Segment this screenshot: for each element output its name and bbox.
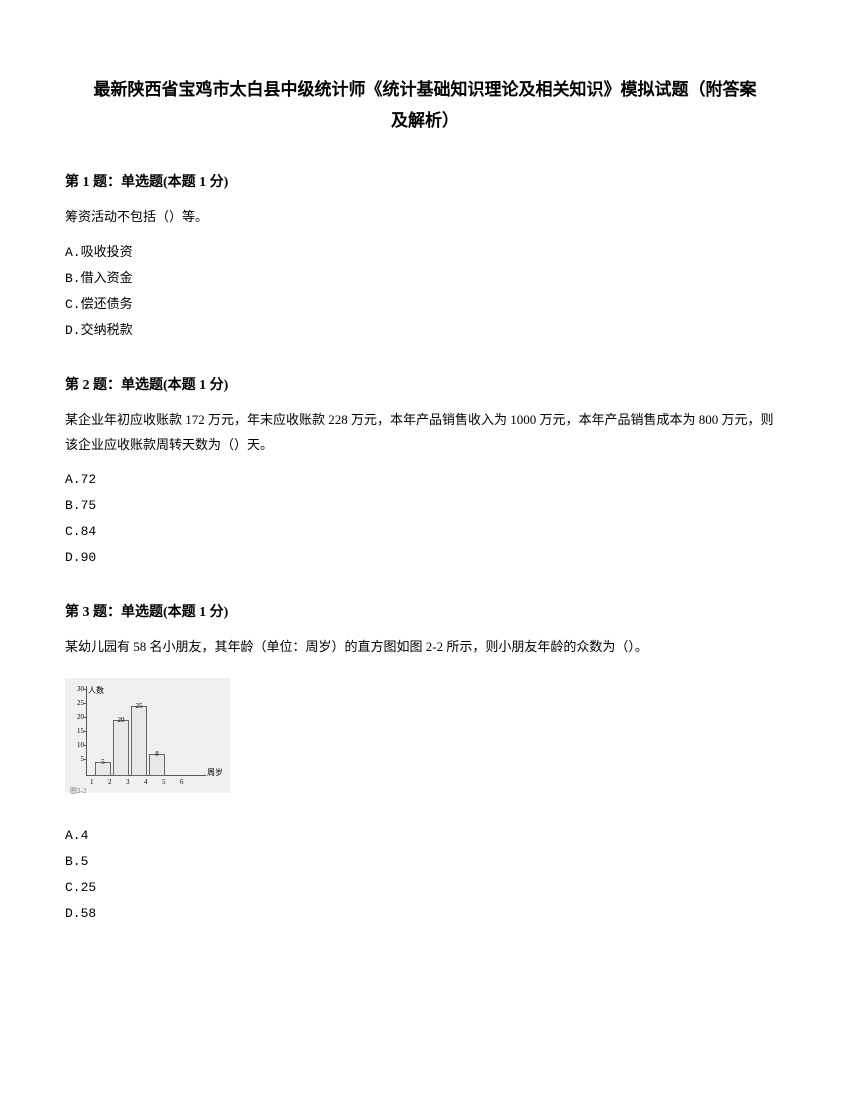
y-tick-mark <box>84 703 87 704</box>
question-1-option-b: B.借入资金 <box>65 266 785 292</box>
bar-value-label: 8 <box>149 750 165 758</box>
question-3-option-a: A.4 <box>65 823 785 849</box>
document-title: 最新陕西省宝鸡市太白县中级统计师《统计基础知识理论及相关知识》模拟试题（附答案 … <box>65 75 785 136</box>
y-tick-mark <box>84 759 87 760</box>
x-tick: 6 <box>180 778 184 786</box>
histogram-bar <box>113 720 129 776</box>
question-2-text: 某企业年初应收账款 172 万元，年末应收账款 228 万元，本年产品销售收入为… <box>65 408 785 457</box>
bar-value-label: 20 <box>113 716 129 724</box>
bar-value-label: 25 <box>131 702 147 710</box>
question-1-option-c: C.偿还债务 <box>65 292 785 318</box>
question-2-option-c: C.84 <box>65 519 785 545</box>
question-2: 第 2 题：单选题(本题 1 分) 某企业年初应收账款 172 万元，年末应收账… <box>65 374 785 571</box>
y-tick-mark <box>84 689 87 690</box>
question-2-option-d: D.90 <box>65 545 785 571</box>
question-1: 第 1 题：单选题(本题 1 分) 筹资活动不包括（）等。 A.吸收投资 B.借… <box>65 171 785 344</box>
x-axis-label: 周岁 <box>207 767 223 778</box>
question-2-option-b: B.75 <box>65 493 785 519</box>
y-tick: 25 <box>74 699 84 707</box>
y-tick-mark <box>84 745 87 746</box>
y-tick: 5 <box>74 755 84 763</box>
question-1-option-a: A.吸收投资 <box>65 240 785 266</box>
y-tick-mark <box>84 731 87 732</box>
x-tick: 1 <box>90 778 94 786</box>
title-line-1: 最新陕西省宝鸡市太白县中级统计师《统计基础知识理论及相关知识》模拟试题（附答案 <box>65 75 785 106</box>
question-2-header: 第 2 题：单选题(本题 1 分) <box>65 374 785 394</box>
y-axis-label: 人数 <box>88 685 104 696</box>
x-tick: 3 <box>126 778 130 786</box>
question-3-text: 某幼儿园有 58 名小朋友，其年龄（单位：周岁）的直方图如图 2-2 所示，则小… <box>65 635 785 660</box>
x-tick: 5 <box>162 778 166 786</box>
question-3-option-d: D.58 <box>65 901 785 927</box>
figure-caption: 图2-2 <box>70 786 86 796</box>
y-tick-mark <box>84 717 87 718</box>
histogram-bar <box>131 706 147 776</box>
question-3-header: 第 3 题：单选题(本题 1 分) <box>65 601 785 621</box>
question-2-option-a: A.72 <box>65 467 785 493</box>
y-tick: 20 <box>74 713 84 721</box>
histogram-chart: 人数 周岁 30252015105123456520258 图2-2 <box>65 678 230 793</box>
question-1-text: 筹资活动不包括（）等。 <box>65 205 785 230</box>
y-tick: 30 <box>74 685 84 693</box>
question-3: 第 3 题：单选题(本题 1 分) 某幼儿园有 58 名小朋友，其年龄（单位：周… <box>65 601 785 927</box>
y-tick: 10 <box>74 741 84 749</box>
question-1-header: 第 1 题：单选题(本题 1 分) <box>65 171 785 191</box>
title-line-2: 及解析） <box>65 106 785 137</box>
question-1-option-d: D.交纳税款 <box>65 318 785 344</box>
question-3-option-b: B.5 <box>65 849 785 875</box>
x-tick: 4 <box>144 778 148 786</box>
y-tick: 15 <box>74 727 84 735</box>
question-3-option-c: C.25 <box>65 875 785 901</box>
x-tick: 2 <box>108 778 112 786</box>
bar-value-label: 5 <box>95 758 111 766</box>
